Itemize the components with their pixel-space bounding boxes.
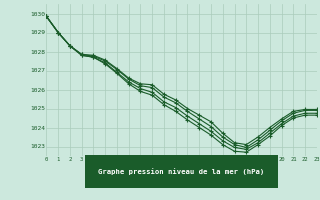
X-axis label: Graphe pression niveau de la mer (hPa): Graphe pression niveau de la mer (hPa) [99, 168, 265, 175]
